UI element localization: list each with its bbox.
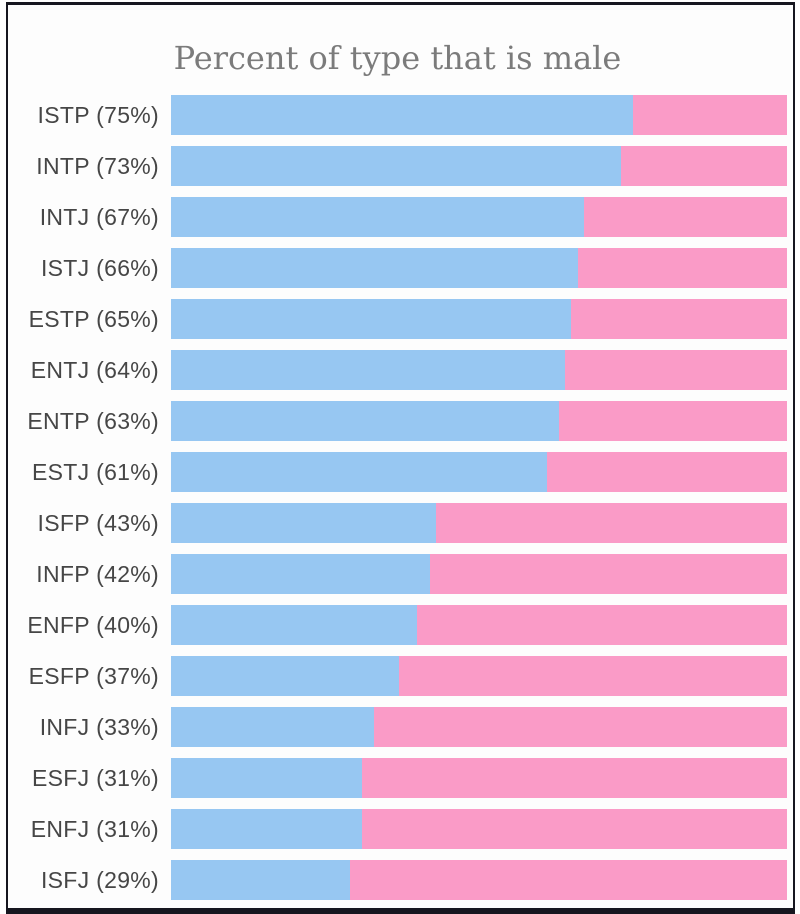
bar-row-estj: ESTJ (61%) [8,452,787,492]
stacked-bar [171,146,787,186]
row-label: ISFP (43%) [37,509,159,536]
bar-male-segment [171,503,436,543]
bar-row-isfp: ISFP (43%) [8,503,787,543]
stacked-bar [171,503,787,543]
stacked-bar [171,707,787,747]
bar-female-segment [546,452,787,492]
row-label: ENTJ (64%) [30,356,159,383]
bar-row-estp: ESTP (65%) [8,299,787,339]
row-label: ESFP (37%) [28,662,159,689]
row-label: INTP (73%) [36,152,159,179]
bar-row-istj: ISTJ (66%) [8,248,787,288]
bar-female-segment [349,860,787,900]
stacked-bar [171,248,787,288]
stacked-bar [171,95,787,135]
bar-female-segment [559,401,787,441]
stacked-bar [171,605,787,645]
bar-female-segment [429,554,787,594]
bar-male-segment [171,197,584,237]
bar-male-segment [171,452,547,492]
row-label: ENFJ (31%) [30,815,159,842]
bar-female-segment [620,146,787,186]
row-label: INTJ (67%) [39,203,159,230]
bar-row-infj: INFJ (33%) [8,707,787,747]
stacked-bar [171,758,787,798]
bar-male-segment [171,554,430,594]
stacked-bar [171,656,787,696]
bar-row-enfp: ENFP (40%) [8,605,787,645]
bar-male-segment [171,401,560,441]
row-label: ISTJ (66%) [40,254,159,281]
stacked-bar [171,860,787,900]
bar-row-intp: INTP (73%) [8,146,787,186]
bar-female-segment [374,707,787,747]
stacked-bar [171,350,787,390]
bar-male-segment [171,299,572,339]
bar-male-segment [171,809,362,849]
bar-row-infp: INFP (42%) [8,554,787,594]
bar-female-segment [571,299,787,339]
bar-male-segment [171,350,566,390]
bar-female-segment [398,656,787,696]
bar-male-segment [171,605,418,645]
row-label: ENFP (40%) [27,611,159,638]
stacked-bar [171,401,787,441]
bar-rows: ISTP (75%) INTP (73%) INTJ (67%) ISTJ (6… [8,95,787,900]
bar-row-esfp: ESFP (37%) [8,656,787,696]
bar-female-segment [435,503,787,543]
row-label: ESTP (65%) [28,305,159,332]
bar-female-segment [565,350,787,390]
row-label: ENTP (63%) [27,407,159,434]
bar-row-istp: ISTP (75%) [8,95,787,135]
stacked-bar [171,554,787,594]
bar-row-intj: INTJ (67%) [8,197,787,237]
bar-row-isfj: ISFJ (29%) [8,860,787,900]
bar-male-segment [171,656,399,696]
bar-male-segment [171,758,362,798]
bar-female-segment [633,95,787,135]
bar-female-segment [583,197,787,237]
row-label: ISFJ (29%) [40,866,159,893]
row-label: INFP (42%) [36,560,159,587]
row-label: ISTP (75%) [37,101,159,128]
bar-female-segment [361,758,787,798]
bar-male-segment [171,860,350,900]
bar-male-segment [171,707,375,747]
bar-row-enfj: ENFJ (31%) [8,809,787,849]
bar-row-entp: ENTP (63%) [8,401,787,441]
bar-row-esfj: ESFJ (31%) [8,758,787,798]
bar-row-entj: ENTJ (64%) [8,350,787,390]
bar-male-segment [171,95,633,135]
row-label: INFJ (33%) [39,713,159,740]
stacked-bar [171,452,787,492]
chart-title: Percent of type that is male [173,39,622,77]
row-label: ESFJ (31%) [32,764,159,791]
stacked-bar [171,809,787,849]
bar-female-segment [577,248,787,288]
bar-female-segment [361,809,787,849]
bar-male-segment [171,146,621,186]
stacked-bar [171,299,787,339]
stacked-bar [171,197,787,237]
bar-female-segment [417,605,787,645]
row-label: ESTJ (61%) [32,458,159,485]
bar-male-segment [171,248,578,288]
chart-frame: Percent of type that is male ISTP (75%) … [6,2,795,914]
